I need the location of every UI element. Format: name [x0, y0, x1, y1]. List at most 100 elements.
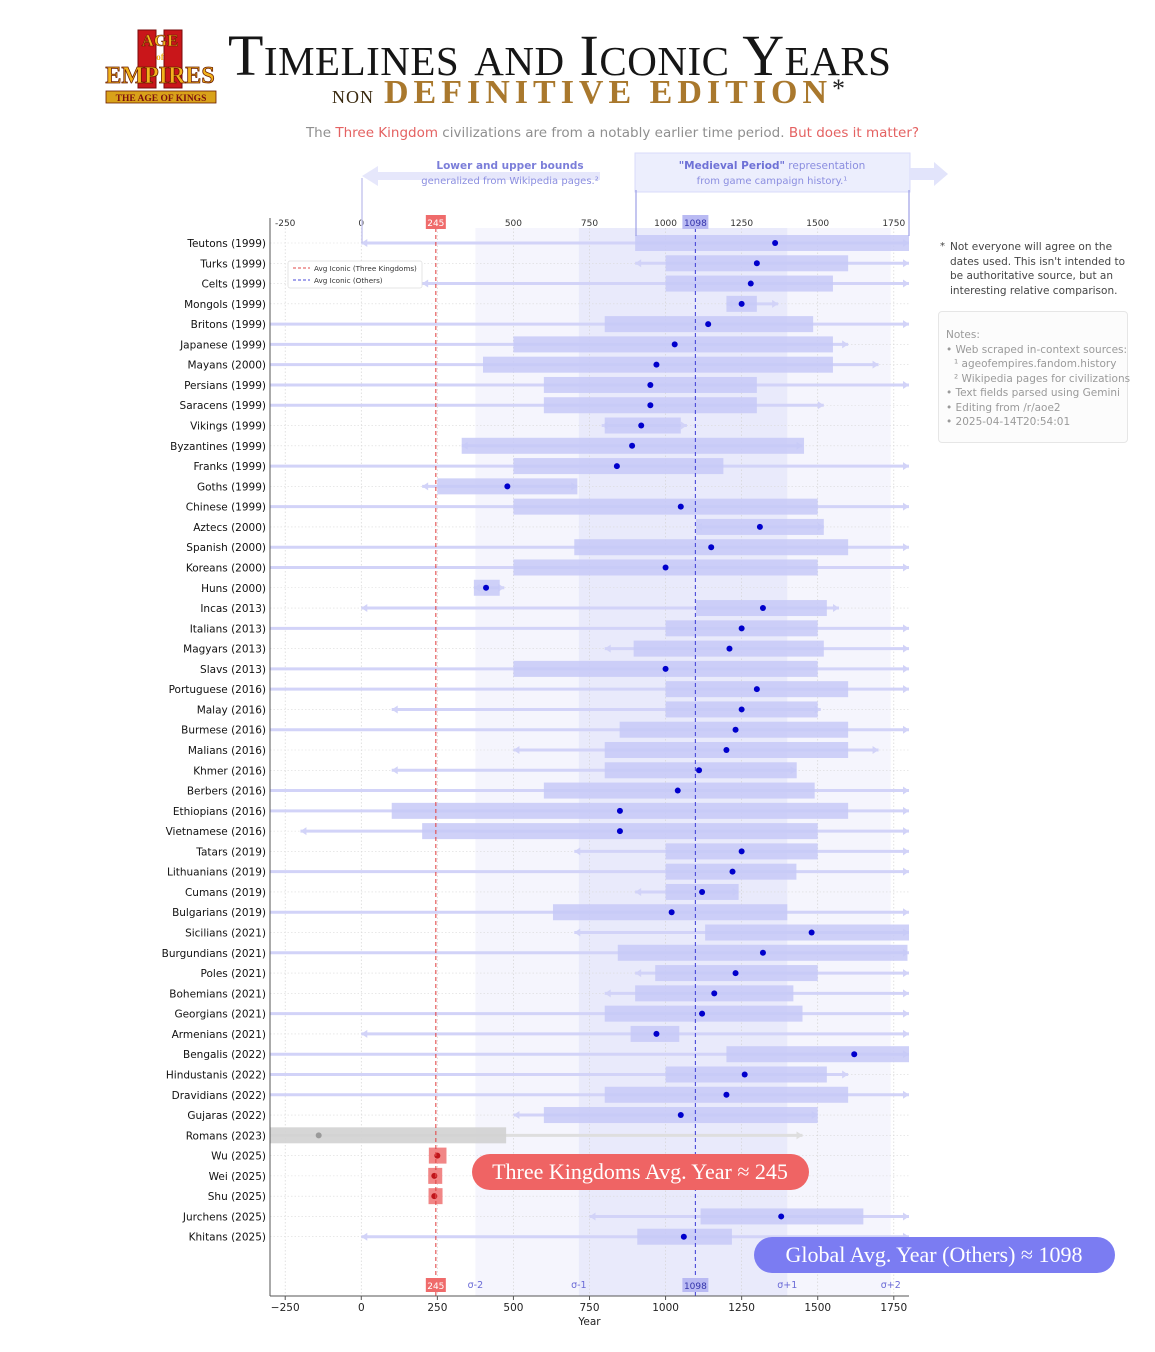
logo-text-age: AGE: [142, 31, 179, 50]
iconic-dot: [431, 1172, 438, 1179]
row-label: Burmese (2016): [181, 725, 266, 737]
top-tick-label: 500: [505, 219, 522, 229]
bottom-ref-label-red: 245: [427, 1282, 444, 1292]
x-tick-label: 750: [579, 1302, 599, 1314]
chart-row: Britons (1999): [191, 316, 909, 333]
bounds-arrow-left: [513, 746, 520, 754]
chart-row: Bengalis (2022): [183, 1046, 909, 1063]
chart-row: Bulgarians (2019): [172, 904, 909, 921]
chart-row: Khitans (2025): [189, 1228, 909, 1245]
chart-row: Cumans (2019): [185, 883, 909, 900]
row-label: Bulgarians (2019): [172, 907, 266, 919]
row-label: Khmer (2016): [193, 765, 266, 777]
row-label: Japanese (1999): [179, 339, 266, 351]
bounds-arrow-right: [903, 1212, 909, 1221]
legend-label-three-kingdoms: Avg Iconic (Three Kingdoms): [314, 264, 417, 273]
bounds-arrow-left: [361, 239, 368, 247]
x-tick-label: 250: [427, 1302, 447, 1314]
bounds-arrow-left: [635, 887, 642, 896]
bounds-arrow-right: [903, 1090, 909, 1099]
row-label: Magyars (2013): [183, 644, 266, 656]
chart-row: Huns (2000): [201, 579, 909, 596]
iconic-dot: [671, 341, 678, 348]
iconic-dot: [723, 1091, 730, 1098]
iconic-dot: [851, 1051, 858, 1058]
row-label: Khitans (2025): [189, 1232, 266, 1244]
legend-label-others: Avg Iconic (Others): [314, 276, 383, 285]
bounds-arrow-right: [903, 989, 909, 998]
bounds-annotation-title: Lower and upper bounds: [436, 160, 583, 172]
chart-row: Saracens (1999): [180, 397, 909, 414]
bounds-arrow-right: [903, 867, 909, 876]
iconic-dot: [699, 888, 706, 895]
chart-row: Slavs (2013): [200, 660, 909, 677]
bounds-arrow-right: [903, 644, 909, 653]
row-label: Spanish (2000): [186, 542, 266, 554]
row-label: Saracens (1999): [180, 400, 266, 412]
x-tick-label: 0: [358, 1302, 365, 1314]
chart-row: Spanish (2000): [186, 539, 909, 556]
period-bar: [270, 1127, 507, 1144]
x-tick-label: 500: [503, 1302, 523, 1314]
x-axis-title: Year: [577, 1316, 601, 1328]
iconic-dot: [729, 868, 736, 875]
row-label: Dravidians (2022): [172, 1090, 266, 1102]
row-label: Bohemians (2021): [169, 988, 266, 1000]
period-bar: [635, 235, 909, 251]
top-tick-label: 1500: [806, 219, 829, 229]
bounds-arrow-right: [903, 259, 909, 268]
row-label: Hindustanis (2022): [166, 1069, 266, 1081]
row-label: Britons (1999): [191, 319, 266, 331]
top-tick-label: -250: [275, 219, 296, 229]
chart-row: Italians (2013): [190, 620, 909, 637]
chart-row: Celts (1999): [201, 275, 909, 292]
chart-row: Byzantines (1999): [170, 437, 909, 454]
page-title: Timelines and Iconic Years: [228, 23, 892, 88]
footnote-text: Not everyone will agree on the dates use…: [950, 241, 1126, 297]
chart-row: Mongols (1999): [184, 295, 909, 312]
notes-line-4: • Text fields parsed using Gemini: [946, 387, 1120, 399]
row-label: Turks (1999): [199, 258, 266, 270]
row-label: Italians (2013): [190, 623, 266, 635]
footnote-star: *: [940, 241, 945, 252]
three-kingdoms-badge: [472, 1154, 809, 1190]
chart-row: Sicilians (2021): [185, 924, 909, 941]
row-label: Koreans (2000): [186, 562, 266, 574]
bounds-arrow-left: [604, 644, 611, 653]
bounds-arrow-left: [422, 279, 429, 288]
iconic-dot: [638, 422, 645, 429]
iconic-dot: [616, 807, 623, 814]
chart-row: Vikings (1999): [190, 417, 909, 434]
row-label: Mongols (1999): [184, 299, 266, 311]
iconic-dot: [711, 990, 718, 997]
chart-row: Dravidians (2022): [172, 1086, 909, 1103]
bottom-ref-badge-blue: [682, 1278, 709, 1292]
row-label: Portuguese (2016): [169, 684, 266, 696]
row-label: Incas (2013): [200, 603, 266, 615]
notes-line-5: • Editing from /r/aoe2: [946, 401, 1061, 414]
chart-row: Berbers (2016): [187, 782, 909, 799]
row-label: Jurchens (2025): [182, 1211, 266, 1223]
medieval-arrow-right: [910, 162, 948, 186]
top-tick-label: 1250: [730, 219, 753, 229]
bounds-arrow-right: [903, 563, 909, 572]
notes-box: Notes: • Web scraped in-context sources:…: [938, 311, 1130, 443]
row-label: Burgundians (2021): [162, 948, 266, 960]
notes-line-6: • 2025-04-14T20:54:01: [946, 416, 1071, 428]
row-label: Franks (1999): [194, 461, 267, 473]
iconic-dot: [629, 442, 636, 449]
chart-row: Romans (2023): [186, 1127, 909, 1144]
bounds-arrow-right: [903, 725, 909, 734]
bounds-arrow-right: [903, 462, 909, 471]
iconic-dot: [434, 1152, 441, 1159]
tagline-part-1: The: [305, 125, 336, 141]
bounds-arrow-left: [513, 1111, 520, 1120]
iconic-dot: [772, 240, 779, 246]
chart-row: Portuguese (2016): [169, 681, 909, 698]
chart-row: Gujaras (2022): [187, 1107, 909, 1124]
top-tick-label: 245: [427, 219, 444, 229]
bounds-arrow-right: [842, 1070, 849, 1079]
three-kingdoms-badge-text: Three Kingdoms Avg. Year ≈ 245: [492, 1159, 788, 1184]
chart-row: Mayans (2000): [187, 356, 909, 373]
